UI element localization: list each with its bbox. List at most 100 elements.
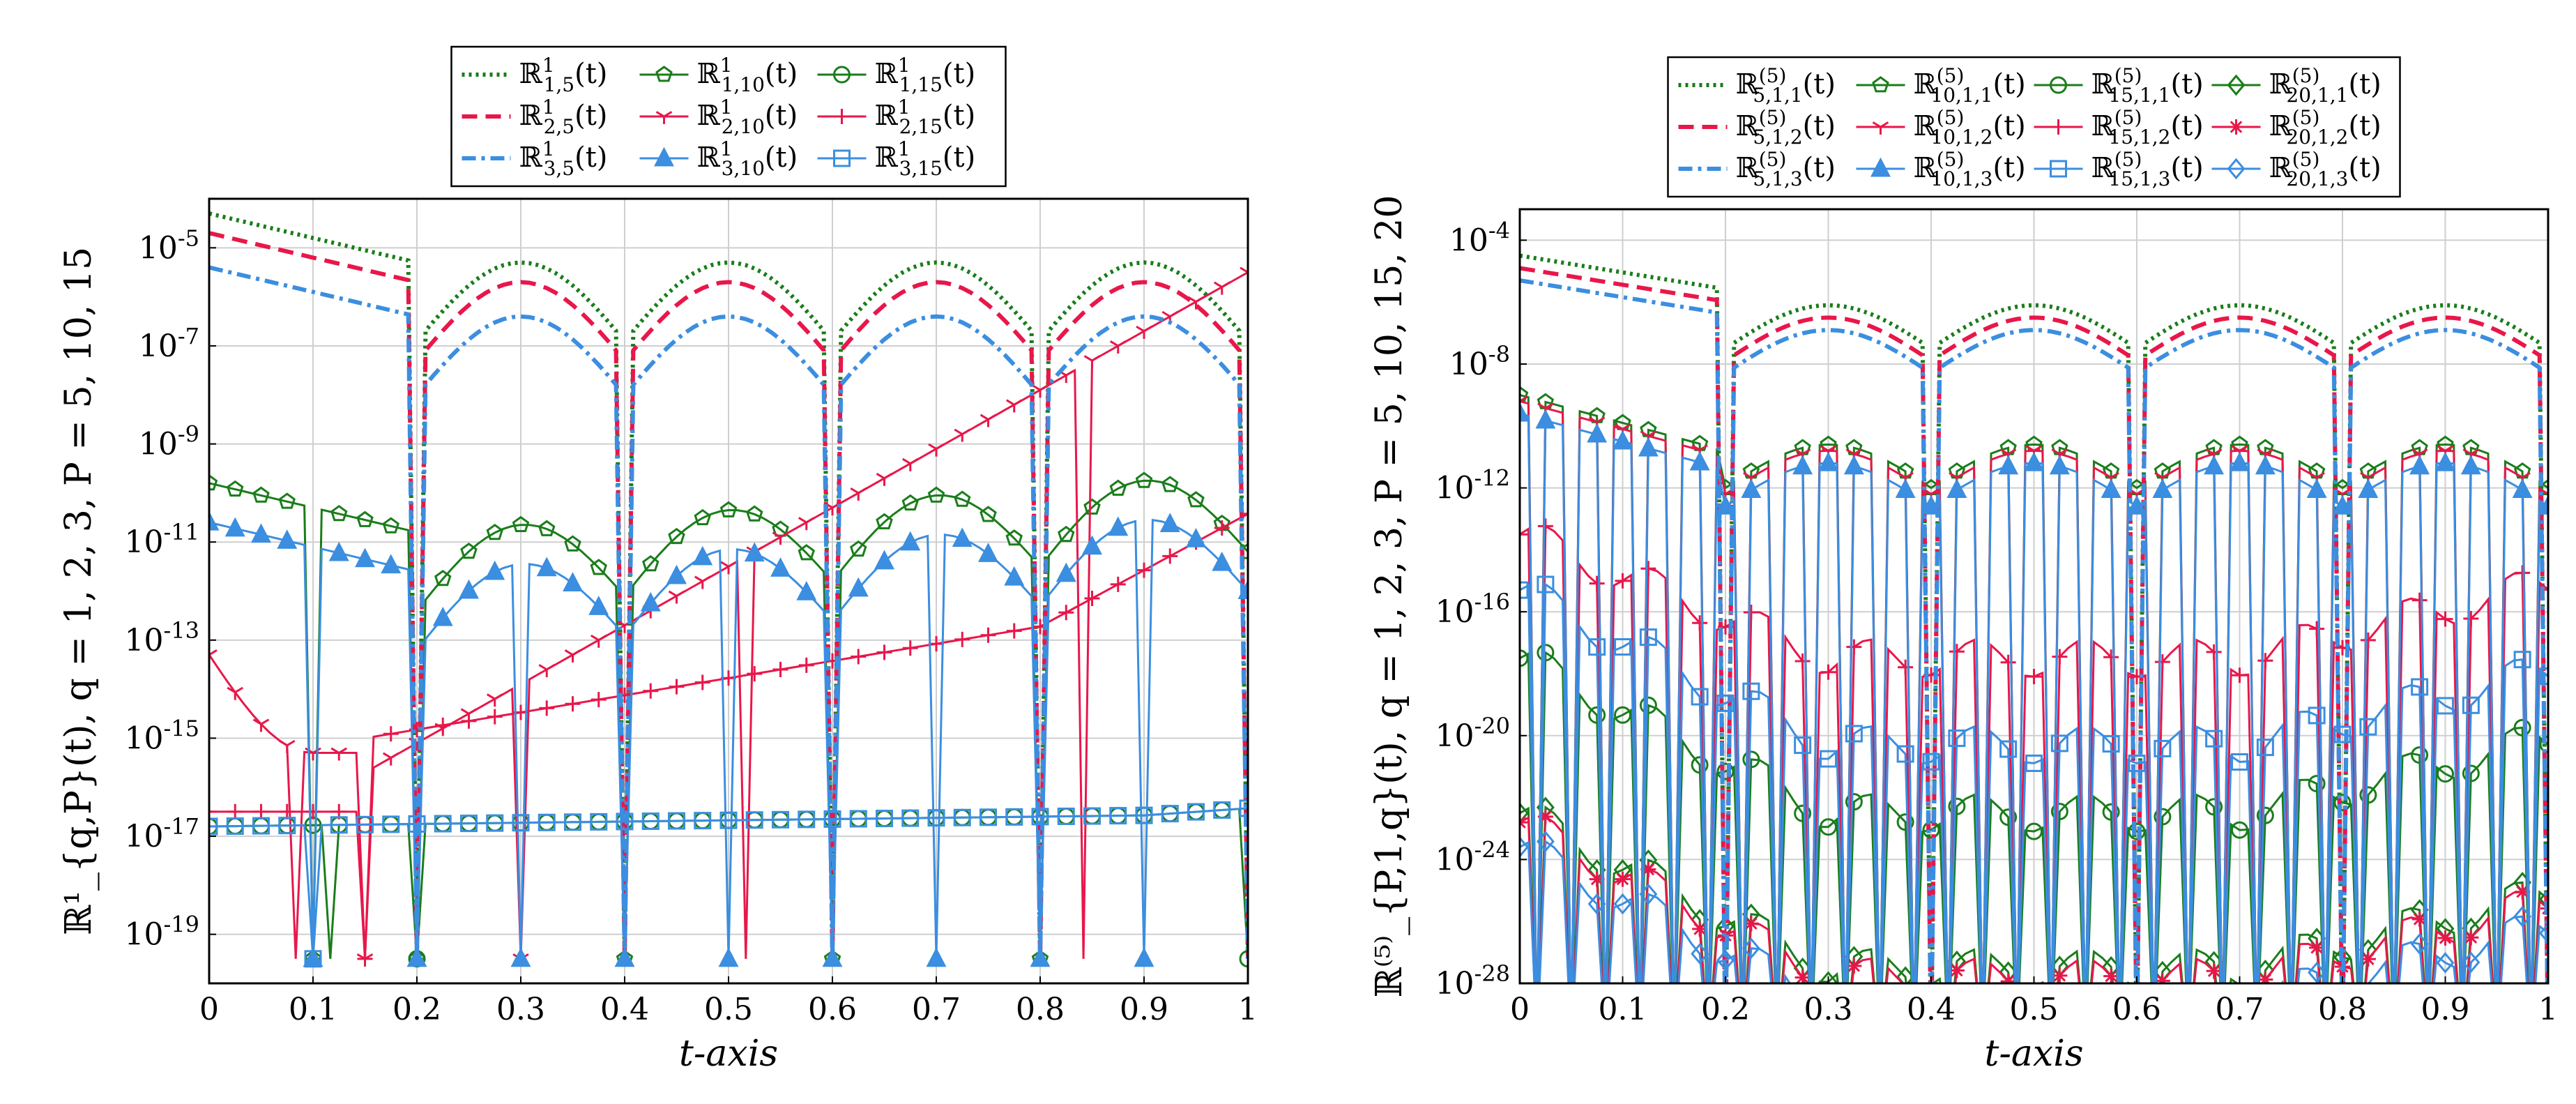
data-point: [2539, 667, 2548, 686]
data-point: [539, 700, 555, 716]
data-point: [2256, 806, 2274, 824]
data-point: [2309, 939, 2325, 955]
legend-swatch-marker: [655, 111, 673, 124]
data-point: [2154, 654, 2170, 670]
x-axis-label: t-axis: [679, 1033, 778, 1075]
legend-item: ℝ1 1,15(t): [817, 54, 975, 96]
data-point: [1537, 809, 1553, 825]
data-point: [1820, 664, 1836, 680]
data-point: [2049, 455, 2070, 475]
legend-label: ℝ(5) 20,1,3(t): [2269, 148, 2381, 190]
data-point: [252, 718, 270, 732]
series: [1520, 831, 2548, 983]
data-point: [460, 542, 478, 559]
data-point: [1949, 644, 1965, 660]
x-tick-label: 0.3: [496, 992, 545, 1027]
data-point: [1162, 548, 1178, 564]
data-point: [1520, 802, 1529, 824]
data-point: [1639, 696, 1657, 714]
data-point: [1999, 808, 2018, 826]
data-point: [2513, 651, 2531, 669]
data-point: [643, 683, 659, 699]
data-point: [1109, 807, 1127, 825]
data-point: [1614, 706, 1631, 724]
data-point: [980, 808, 997, 826]
legend-swatch-marker: [2050, 119, 2066, 135]
legend-label: ℝ1 2,10(t): [697, 96, 798, 138]
legend-box: [450, 45, 1007, 188]
data-point: [1948, 729, 1966, 748]
data-point: [1239, 799, 1248, 817]
y-tick-label: 10-28: [1435, 960, 1510, 1001]
data-point: [798, 657, 814, 673]
data-point: [694, 508, 711, 526]
data-point: [2462, 764, 2480, 782]
legend-swatch-marker: [1872, 121, 1889, 135]
data-point: [1110, 576, 1126, 592]
data-point: [2128, 755, 2146, 773]
x-axis-label: t-axis: [1984, 1033, 2083, 1075]
data-point: [486, 523, 503, 540]
y-tick-label: 10-17: [124, 813, 199, 854]
data-point: [590, 692, 607, 708]
legend-item: ℝ(5) 20,1,3(t): [2211, 148, 2381, 190]
legend-item: ℝ(5) 5,1,1(t): [1678, 64, 1836, 107]
legend-label: ℝ(5) 5,1,1(t): [1736, 64, 1836, 107]
data-point: [460, 815, 478, 833]
series-line: [1520, 815, 2548, 983]
data-point: [564, 535, 581, 552]
data-point: [1999, 740, 2018, 758]
data-point: [1134, 947, 1154, 967]
x-tick-label: 0.1: [1599, 992, 1647, 1027]
data-point: [1083, 807, 1101, 825]
legend: ℝ(5) 5,1,1(t) ℝ(5) 10,1,1(t) ℝ(5) 15,1,1(t) ℝ(…: [1667, 56, 2401, 198]
series-line: [209, 231, 1248, 959]
data-point: [746, 505, 763, 522]
data-point: [929, 636, 944, 652]
data-point: [953, 808, 971, 826]
y-tick-label: 10-9: [139, 421, 199, 462]
data-point: [406, 947, 427, 967]
data-point: [1743, 604, 1759, 620]
data-point: [330, 504, 348, 522]
x-tick-label: 0.7: [2216, 992, 2264, 1027]
data-point: [874, 550, 894, 570]
data-point: [356, 815, 374, 833]
y-axis-label: ℝ¹_{q,P}(t), q = 1, 2, 3, P = 5, 10, 15: [58, 247, 100, 935]
y-tick-label: 10-24: [1435, 836, 1510, 877]
data-point: [876, 513, 893, 529]
data-point: [2000, 654, 2016, 670]
legend-swatch-marker: [2050, 76, 2067, 94]
data-point: [980, 506, 997, 522]
data-point: [1213, 801, 1231, 819]
data-point: [927, 809, 945, 827]
data-point: [719, 501, 738, 517]
data-point: [798, 810, 816, 829]
data-point: [1083, 498, 1101, 515]
data-point: [1898, 659, 1914, 675]
data-point: [1030, 947, 1051, 967]
data-point: [1587, 423, 1608, 443]
x-tick-label: 0.5: [2010, 992, 2059, 1027]
data-point: [461, 713, 477, 729]
legend-label: ℝ1 3,15(t): [875, 137, 976, 180]
data-point: [1843, 455, 1864, 475]
data-point: [1535, 409, 1556, 429]
data-point: [772, 662, 788, 677]
data-point: [850, 487, 867, 501]
series-line: [209, 211, 1248, 959]
data-point: [1845, 793, 1863, 811]
data-point: [1794, 804, 1812, 822]
data-point: [668, 812, 685, 830]
series: [209, 265, 1248, 959]
data-point: [668, 527, 685, 545]
data-point: [1820, 750, 1837, 768]
data-point: [2308, 706, 2326, 725]
data-point: [381, 554, 402, 574]
data-point: [1520, 581, 1529, 599]
data-point: [357, 951, 373, 967]
data-point: [848, 577, 869, 597]
data-point: [2152, 478, 2173, 498]
legend-label: ℝ(5) 15,1,1(t): [2091, 64, 2204, 107]
data-point: [2101, 478, 2121, 498]
